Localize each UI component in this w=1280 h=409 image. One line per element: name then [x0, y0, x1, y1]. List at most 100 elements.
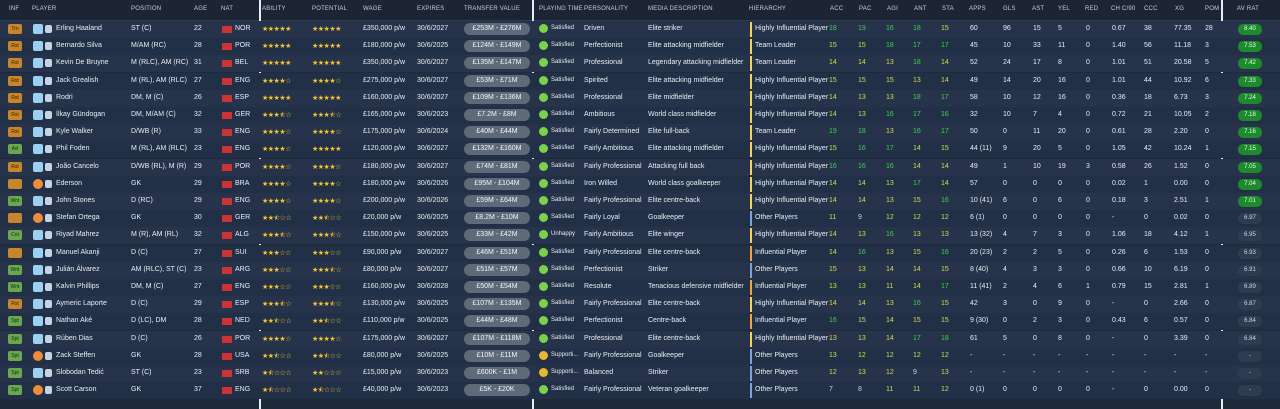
- header-player[interactable]: PLAYER: [32, 6, 57, 12]
- table-row[interactable]: Stefan Ortega GK 30 GER ★★⯪☆☆ ★★⯪☆☆ £20,000 p/…: [0, 210, 1280, 228]
- header-ch-c90[interactable]: CH C/90: [1111, 6, 1136, 12]
- table-row[interactable]: Ederson GK 29 BRA ★★★★☆ ★★★★☆ £180,000 p/w 30/6…: [0, 175, 1280, 193]
- table-row[interactable]: Rst İlkay Gündogan DM, M/AM (C) 32 GER ★★★⯪☆ ★…: [0, 107, 1280, 124]
- stat-yel: 4: [1058, 111, 1062, 118]
- table-row[interactable]: Rst Aymeric Laporte D (C) 29 ESP ★★★⯪☆ ★★★⯪☆ £1…: [0, 296, 1280, 314]
- ability-stars: ★★★⯪☆: [262, 232, 292, 240]
- player-name[interactable]: Slobodan Tedić: [56, 369, 104, 376]
- table-row[interactable]: Spt Scott Carson GK 37 ENG ★⯪☆☆☆ ★⯪☆☆☆ £40,000 …: [0, 382, 1280, 400]
- stat-ant: 15: [913, 248, 921, 256]
- header-personality[interactable]: PERSONALITY: [584, 6, 629, 12]
- player-name[interactable]: Zack Steffen: [56, 351, 96, 359]
- table-row[interactable]: Rst Bernardo Silva M/AM (RC) 28 POR ★★★★★ ★★★★…: [0, 38, 1280, 56]
- ability-stars: ★★★⯪☆: [262, 112, 292, 119]
- flag-icon: [222, 266, 232, 274]
- header-pom[interactable]: POM: [1205, 6, 1220, 12]
- player-name[interactable]: Kalvin Phillips: [56, 283, 100, 290]
- table-row[interactable]: Manuel Akanji D (C) 27 SUI ★★★☆☆ ★★★☆☆ £90,000…: [0, 244, 1280, 262]
- header-wage[interactable]: WAGE: [363, 6, 382, 12]
- player-name[interactable]: Phil Foden: [56, 145, 90, 153]
- stat-pom: 0: [1205, 162, 1209, 170]
- header-ccc[interactable]: CCC: [1144, 6, 1158, 12]
- header-apps[interactable]: APPS: [969, 6, 986, 12]
- header-acc[interactable]: ACC: [830, 6, 844, 12]
- player-name[interactable]: Kevin De Bruyne: [56, 59, 109, 67]
- header-gls[interactable]: GLS: [1003, 6, 1016, 12]
- player-name[interactable]: Scott Carson: [56, 386, 97, 394]
- player-name[interactable]: Manuel Akanji: [56, 248, 100, 256]
- table-row[interactable]: Rst Kyle Walker D/WB (R) 33 ENG ★★★★☆ ★★★★☆ £17…: [0, 124, 1280, 142]
- stat-pac: 18: [858, 128, 866, 136]
- player-name[interactable]: Ederson: [56, 179, 83, 187]
- table-row[interactable]: Rst Kevin De Bruyne M (RLC), AM (RC) 31 BEL ★…: [0, 55, 1280, 73]
- stat-sta: 15: [941, 145, 949, 153]
- header-inf[interactable]: INF: [9, 6, 20, 12]
- table-row[interactable]: Wnt John Stones D (RC) 29 ENG ★★★★☆ ★★★★☆ £200,…: [0, 193, 1280, 210]
- header-hierarchy[interactable]: HIERARCHY: [749, 6, 787, 12]
- header-agi[interactable]: AGI: [887, 6, 898, 12]
- table-row[interactable]: Rst João Cancelo D/WB (RL), M (R) 29 POR ★★★★…: [0, 158, 1280, 176]
- header-av-rat[interactable]: AV RAT: [1237, 6, 1259, 12]
- flag-icon: [222, 43, 232, 51]
- stat-ast: 20: [1033, 76, 1041, 84]
- hierarchy: Team Leader: [755, 59, 796, 67]
- header-expires[interactable]: EXPIRES: [417, 6, 445, 12]
- header-pac[interactable]: PAC: [859, 6, 872, 12]
- player-name[interactable]: Kyle Walker: [56, 128, 94, 136]
- player-name[interactable]: John Stones: [56, 197, 95, 204]
- header-playing-time[interactable]: PLAYING TIME: [539, 6, 583, 12]
- player-name[interactable]: Rúben Dias: [56, 334, 93, 342]
- player-name[interactable]: Erling Haaland: [56, 25, 102, 32]
- player-name[interactable]: Nathan Aké: [56, 317, 93, 325]
- table-row[interactable]: Avl Phil Foden M (RL), AM (RLC) 23 ENG ★★★★☆ ★…: [0, 141, 1280, 159]
- player-name[interactable]: Stefan Ortega: [56, 214, 100, 222]
- stat-gls: 6: [1003, 197, 1007, 204]
- table-row[interactable]: Spt Rúben Dias D (C) 26 POR ★★★★☆ ★★★★☆ £175,00…: [0, 330, 1280, 348]
- player-name[interactable]: João Cancelo: [56, 162, 99, 170]
- player-age: 23: [194, 369, 202, 376]
- stat-sta: 18: [941, 334, 949, 342]
- personality: Professional: [584, 334, 623, 342]
- stat-acc: 15: [829, 42, 837, 50]
- header-sta[interactable]: STA: [942, 6, 954, 12]
- stat-sta: 15: [941, 317, 949, 325]
- player-name[interactable]: Rodri: [56, 93, 73, 101]
- header-transfer-value[interactable]: TRANSFER VALUE: [464, 6, 521, 12]
- player-name[interactable]: İlkay Gündogan: [56, 111, 106, 118]
- playing-time-icon: [539, 92, 548, 102]
- player-name[interactable]: Riyad Mahrez: [56, 231, 100, 239]
- header-age[interactable]: AGE: [194, 6, 208, 12]
- player-name[interactable]: Julián Álvarez: [56, 265, 100, 273]
- flag-icon: [222, 249, 232, 257]
- table-row[interactable]: Wnt Julián Álvarez AM (RLC), ST (C) 23 ARG ★★…: [0, 261, 1280, 279]
- stat-apps: -: [970, 351, 973, 359]
- header-yel[interactable]: YEL: [1058, 6, 1070, 12]
- header-ast[interactable]: AST: [1032, 6, 1045, 12]
- header-ant[interactable]: ANT: [914, 6, 927, 12]
- stat-apps: 9 (30): [970, 317, 989, 325]
- table-row[interactable]: Cnt Riyad Mahrez M (R), AM (RL) 32 ALG ★★★⯪☆ ★…: [0, 227, 1280, 245]
- playing-time-icon: [539, 161, 548, 171]
- table-row[interactable]: Spt Nathan Aké D (LC), DM 28 NED ★★⯪☆☆ ★★⯪☆☆ £1…: [0, 313, 1280, 331]
- stat-acc: 16: [829, 317, 837, 325]
- table-row[interactable]: Rst Rodri DM, M (C) 26 ESP ★★★★★ ★★★★★ £160,000…: [0, 89, 1280, 107]
- player-name[interactable]: Bernardo Silva: [56, 42, 102, 50]
- header-potential[interactable]: POTENTIAL: [312, 6, 348, 12]
- table-row[interactable]: Wnt Kalvin Phillips DM, M (C) 27 ENG ★★★☆☆ ★★★…: [0, 279, 1280, 296]
- personality: Professional: [584, 93, 623, 101]
- player-name[interactable]: Aymeric Laporte: [56, 300, 107, 308]
- table-row[interactable]: Spt Zack Steffen GK 28 USA ★★⯪☆☆ ★★⯪☆☆ £80,000 …: [0, 347, 1280, 365]
- table-row[interactable]: Spt Slobodan Tedić ST (C) 23 SRB ★⯪☆☆☆ ★★☆☆☆ £1…: [0, 365, 1280, 382]
- table-row[interactable]: Trn Erling Haaland ST (C) 22 NOR ★★★★★ ★★★★★ £3…: [0, 21, 1280, 38]
- header-ability[interactable]: ABILITY: [262, 6, 286, 12]
- header-media[interactable]: MEDIA DESCRIPTION: [648, 6, 713, 12]
- player-name[interactable]: Jack Grealish: [56, 76, 99, 84]
- stat-ccc: 0: [1144, 334, 1148, 342]
- header-red[interactable]: RED: [1085, 6, 1099, 12]
- hierarchy: Highly Influential Player: [755, 334, 829, 342]
- header-xg[interactable]: XG: [1175, 6, 1185, 12]
- header-nat[interactable]: NAT: [221, 6, 234, 12]
- header-position[interactable]: POSITION: [131, 6, 162, 12]
- table-row[interactable]: Rst Jack Grealish M (RL), AM (RLC) 27 ENG ★★★…: [0, 72, 1280, 90]
- stat-xg: 0.00: [1174, 386, 1188, 394]
